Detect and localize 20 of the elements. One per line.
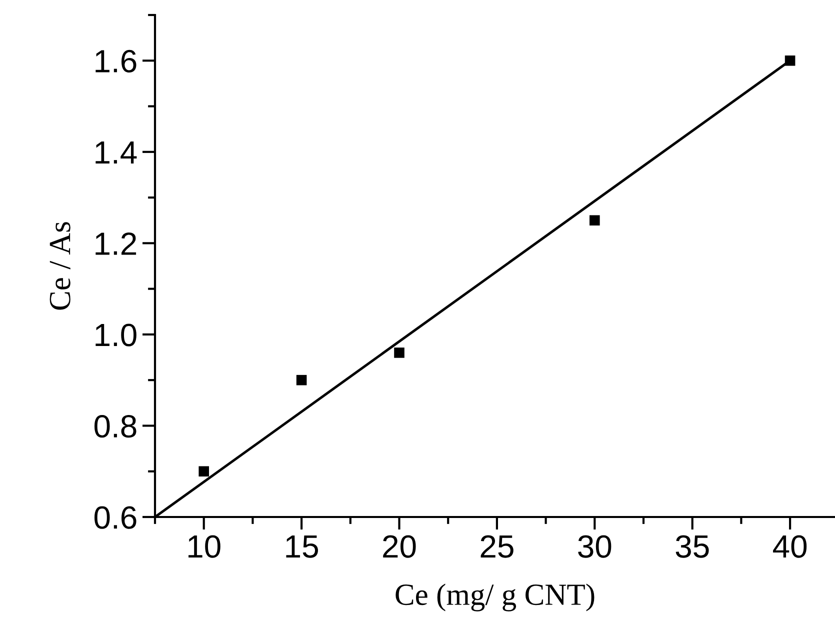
y-tick-label: 1.4 [96,142,137,164]
x-tick-label: 10 [188,535,220,558]
point [198,466,209,477]
x-axis-title: Ce (mg/ g CNT) [396,584,594,612]
y-tick-label: 0.8 [94,414,136,438]
point [296,374,307,386]
point [590,215,600,226]
y-tick-label: 1.2 [96,232,136,255]
x-tick-label: 30 [578,535,612,558]
y-tick-label: 1.0 [96,324,136,346]
y-axis-title: Ce / As [50,222,70,310]
x-tick-label: 25 [480,535,514,558]
x-tick-label: 20 [383,535,416,558]
x-tick-label: 40 [773,535,807,558]
x-tick-label: 15 [286,536,318,558]
point [394,348,404,358]
y-tick-label: 1.6 [96,50,136,73]
x-tick-label: 35 [676,535,709,558]
point [784,55,796,66]
y-tick-label: 0.6 [94,506,136,529]
